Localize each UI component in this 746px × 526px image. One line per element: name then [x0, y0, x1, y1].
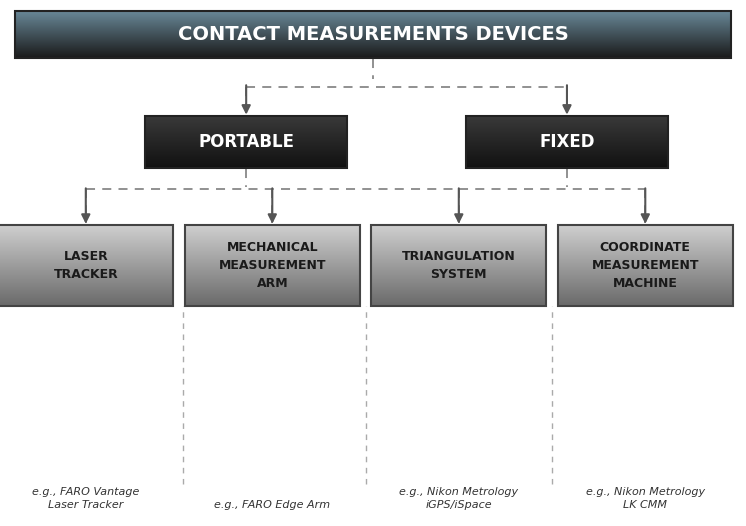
Text: TRIANGULATION
SYSTEM: TRIANGULATION SYSTEM [402, 250, 515, 281]
Text: LASER
TRACKER: LASER TRACKER [54, 250, 118, 281]
Text: FIXED: FIXED [539, 133, 595, 151]
Text: e.g., Nikon Metrology
iGPS/iSpace: e.g., Nikon Metrology iGPS/iSpace [399, 487, 518, 510]
Text: COORDINATE
MEASUREMENT
MACHINE: COORDINATE MEASUREMENT MACHINE [592, 241, 699, 290]
Text: e.g., FARO Vantage
Laser Tracker: e.g., FARO Vantage Laser Tracker [32, 487, 140, 510]
Text: CONTACT MEASUREMENTS DEVICES: CONTACT MEASUREMENTS DEVICES [178, 25, 568, 44]
Text: e.g., Nikon Metrology
LK CMM: e.g., Nikon Metrology LK CMM [586, 487, 705, 510]
Text: MECHANICAL
MEASUREMENT
ARM: MECHANICAL MEASUREMENT ARM [219, 241, 326, 290]
Text: e.g., FARO Edge Arm: e.g., FARO Edge Arm [214, 500, 330, 510]
Text: PORTABLE: PORTABLE [198, 133, 294, 151]
